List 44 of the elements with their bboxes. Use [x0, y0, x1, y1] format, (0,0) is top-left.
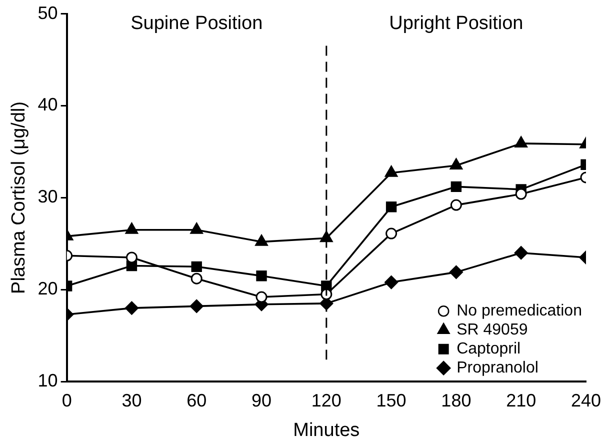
- y-tick-label: 10: [38, 370, 58, 391]
- point: [191, 261, 202, 272]
- y-axis-title: Plasma Cortisol (μg/dl): [8, 101, 30, 294]
- point: [125, 222, 138, 234]
- point: [190, 222, 203, 234]
- point: [515, 188, 527, 200]
- point: [190, 272, 202, 284]
- point: [256, 270, 267, 282]
- legend-label: No premedication: [456, 302, 582, 320]
- point: [124, 301, 138, 315]
- point: [514, 136, 528, 148]
- x-tick-label: 150: [376, 390, 406, 410]
- x-tick-label: 120: [311, 390, 342, 410]
- point: [449, 265, 463, 279]
- x-tick-label: 60: [186, 390, 207, 410]
- y-tick-label: 40: [38, 94, 58, 115]
- point: [384, 276, 398, 290]
- annotation: Upright Position: [389, 13, 524, 34]
- x-tick-label: 240: [570, 390, 602, 410]
- point: [386, 228, 398, 240]
- point: [384, 166, 398, 177]
- x-tick-label: 90: [251, 390, 272, 410]
- point: [256, 291, 268, 303]
- point: [450, 199, 462, 211]
- y-tick-label: 20: [38, 278, 58, 299]
- point: [255, 234, 268, 246]
- point: [320, 230, 333, 242]
- y-tick-label: 50: [38, 2, 58, 23]
- x-tick-label: 0: [62, 390, 72, 410]
- legend-label: Captopril: [456, 340, 521, 358]
- annotation: Supine Position: [130, 13, 263, 34]
- y-tick-label: 30: [38, 186, 58, 207]
- x-axis-title: Minutes: [293, 420, 360, 441]
- point: [450, 181, 462, 192]
- x-tick-label: 210: [506, 390, 536, 410]
- point: [514, 246, 528, 260]
- legend-label: SR 49059: [456, 322, 528, 339]
- legend-label: Propranolol: [456, 360, 538, 377]
- point: [190, 299, 204, 313]
- point: [450, 158, 463, 170]
- x-tick-label: 180: [441, 390, 472, 410]
- point: [386, 202, 397, 212]
- point: [126, 252, 138, 264]
- x-tick-label: 30: [122, 390, 142, 410]
